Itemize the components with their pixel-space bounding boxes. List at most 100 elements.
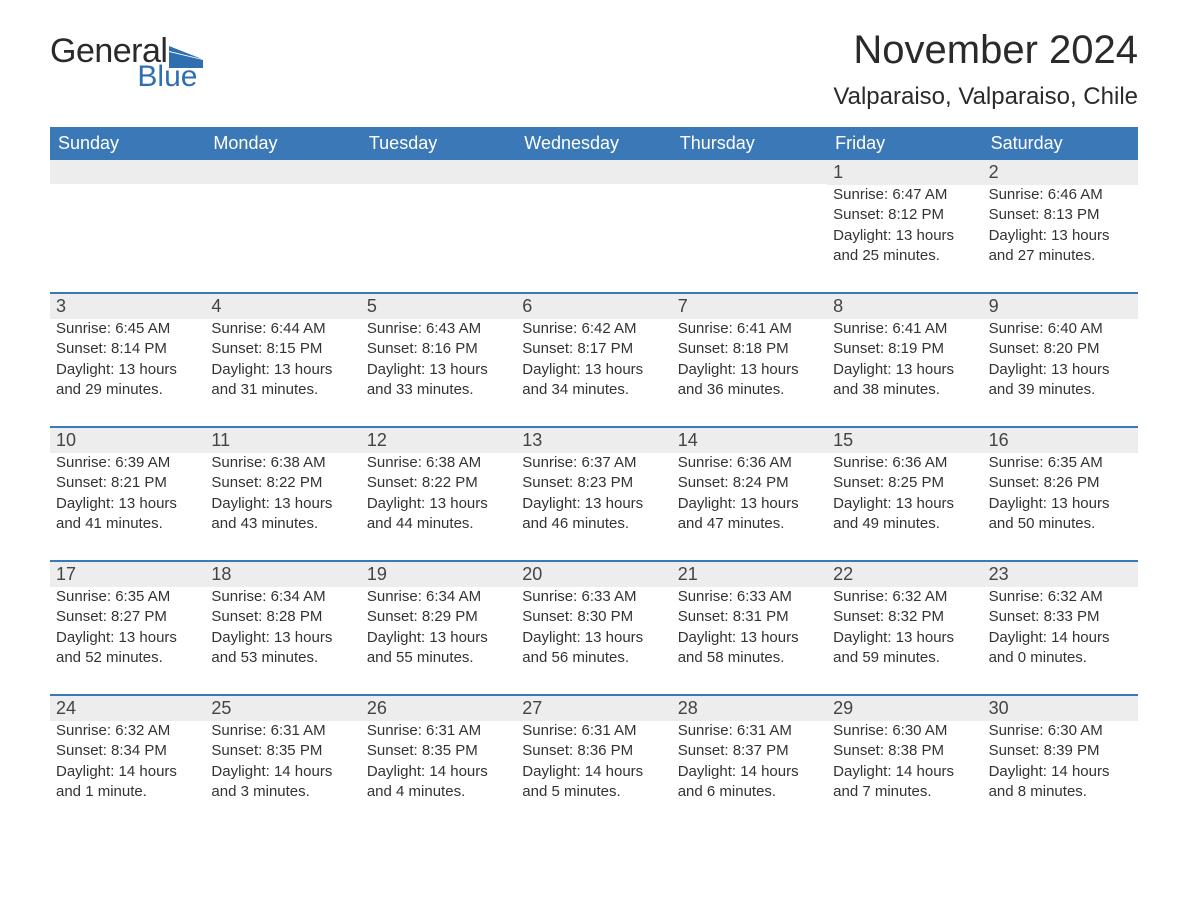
calendar-cell: 24Sunrise: 6:32 AMSunset: 8:34 PMDayligh… [50,696,205,816]
calendar-cell: 4Sunrise: 6:44 AMSunset: 8:15 PMDaylight… [205,294,360,414]
sunset-text: Sunset: 8:19 PM [827,339,982,359]
day-number: 24 [50,696,205,721]
daylight2-text: and 47 minutes. [672,514,827,534]
sunrise-text: Sunrise: 6:39 AM [50,453,205,473]
sunrise-text: Sunrise: 6:30 AM [983,721,1138,741]
day-number: 11 [205,428,360,453]
daylight1-text: Daylight: 14 hours [205,762,360,782]
sunrise-text: Sunrise: 6:35 AM [50,587,205,607]
daylight1-text: Daylight: 13 hours [983,360,1138,380]
calendar-cell: 27Sunrise: 6:31 AMSunset: 8:36 PMDayligh… [516,696,671,816]
sunset-text: Sunset: 8:39 PM [983,741,1138,761]
sunrise-text: Sunrise: 6:32 AM [827,587,982,607]
day-number: 4 [205,294,360,319]
calendar-cell: 25Sunrise: 6:31 AMSunset: 8:35 PMDayligh… [205,696,360,816]
calendar-cell: 7Sunrise: 6:41 AMSunset: 8:18 PMDaylight… [672,294,827,414]
daylight1-text: Daylight: 14 hours [361,762,516,782]
calendar-week: 1Sunrise: 6:47 AMSunset: 8:12 PMDaylight… [50,160,1138,280]
sunset-text: Sunset: 8:16 PM [361,339,516,359]
daylight2-text: and 27 minutes. [983,246,1138,266]
daylight2-text: and 0 minutes. [983,648,1138,668]
calendar-cell: 2Sunrise: 6:46 AMSunset: 8:13 PMDaylight… [983,160,1138,280]
daylight1-text: Daylight: 14 hours [50,762,205,782]
sunset-text: Sunset: 8:35 PM [361,741,516,761]
sunset-text: Sunset: 8:26 PM [983,473,1138,493]
day-header-tuesday: Tuesday [361,127,516,160]
sunrise-text: Sunrise: 6:31 AM [672,721,827,741]
calendar-cell: 30Sunrise: 6:30 AMSunset: 8:39 PMDayligh… [983,696,1138,816]
daylight1-text: Daylight: 13 hours [672,360,827,380]
sunrise-text: Sunrise: 6:35 AM [983,453,1138,473]
sunrise-text: Sunrise: 6:38 AM [205,453,360,473]
day-number: 14 [672,428,827,453]
sunset-text: Sunset: 8:38 PM [827,741,982,761]
day-number: 17 [50,562,205,587]
daylight1-text: Daylight: 13 hours [361,360,516,380]
sunrise-text: Sunrise: 6:34 AM [205,587,360,607]
day-header-row: Sunday Monday Tuesday Wednesday Thursday… [50,127,1138,160]
daylight2-text: and 58 minutes. [672,648,827,668]
daylight1-text: Daylight: 13 hours [50,494,205,514]
calendar-cell: 9Sunrise: 6:40 AMSunset: 8:20 PMDaylight… [983,294,1138,414]
day-number: 6 [516,294,671,319]
sunrise-text: Sunrise: 6:30 AM [827,721,982,741]
day-number: 16 [983,428,1138,453]
sunset-text: Sunset: 8:24 PM [672,473,827,493]
sunset-text: Sunset: 8:21 PM [50,473,205,493]
sunset-text: Sunset: 8:12 PM [827,205,982,225]
sunset-text: Sunset: 8:25 PM [827,473,982,493]
sunset-text: Sunset: 8:14 PM [50,339,205,359]
daylight2-text: and 46 minutes. [516,514,671,534]
calendar-cell-empty [205,160,360,280]
sunrise-text: Sunrise: 6:33 AM [516,587,671,607]
daylight1-text: Daylight: 13 hours [672,494,827,514]
sunset-text: Sunset: 8:17 PM [516,339,671,359]
daylight1-text: Daylight: 13 hours [672,628,827,648]
daylight1-text: Daylight: 13 hours [827,226,982,246]
daylight1-text: Daylight: 13 hours [516,628,671,648]
calendar-cell-empty [361,160,516,280]
day-number: 26 [361,696,516,721]
daylight1-text: Daylight: 13 hours [516,360,671,380]
daylight2-text: and 34 minutes. [516,380,671,400]
daylight2-text: and 38 minutes. [827,380,982,400]
sunset-text: Sunset: 8:31 PM [672,607,827,627]
sunset-text: Sunset: 8:18 PM [672,339,827,359]
sunrise-text: Sunrise: 6:36 AM [672,453,827,473]
daylight2-text: and 44 minutes. [361,514,516,534]
calendar-cell: 14Sunrise: 6:36 AMSunset: 8:24 PMDayligh… [672,428,827,548]
sunrise-text: Sunrise: 6:31 AM [205,721,360,741]
daylight1-text: Daylight: 13 hours [361,628,516,648]
sunset-text: Sunset: 8:28 PM [205,607,360,627]
calendar-cell: 10Sunrise: 6:39 AMSunset: 8:21 PMDayligh… [50,428,205,548]
day-header-saturday: Saturday [983,127,1138,160]
sunrise-text: Sunrise: 6:47 AM [827,185,982,205]
sunset-text: Sunset: 8:37 PM [672,741,827,761]
daylight2-text: and 43 minutes. [205,514,360,534]
month-title: November 2024 [833,28,1138,73]
sunrise-text: Sunrise: 6:41 AM [827,319,982,339]
daylight2-text: and 1 minute. [50,782,205,802]
sunrise-text: Sunrise: 6:44 AM [205,319,360,339]
daylight1-text: Daylight: 13 hours [361,494,516,514]
sunset-text: Sunset: 8:29 PM [361,607,516,627]
day-header-monday: Monday [205,127,360,160]
day-number [361,160,516,184]
day-number: 27 [516,696,671,721]
day-number: 1 [827,160,982,185]
daylight1-text: Daylight: 13 hours [205,628,360,648]
day-number [205,160,360,184]
calendar-cell: 19Sunrise: 6:34 AMSunset: 8:29 PMDayligh… [361,562,516,682]
calendar-cell: 5Sunrise: 6:43 AMSunset: 8:16 PMDaylight… [361,294,516,414]
logo: General Blue [50,28,203,92]
sunrise-text: Sunrise: 6:45 AM [50,319,205,339]
day-number: 18 [205,562,360,587]
sunrise-text: Sunrise: 6:43 AM [361,319,516,339]
calendar-cell-empty [672,160,827,280]
day-number: 30 [983,696,1138,721]
day-number: 8 [827,294,982,319]
daylight1-text: Daylight: 14 hours [827,762,982,782]
calendar-week: 10Sunrise: 6:39 AMSunset: 8:21 PMDayligh… [50,426,1138,548]
calendar-cell-empty [50,160,205,280]
day-header-friday: Friday [827,127,982,160]
